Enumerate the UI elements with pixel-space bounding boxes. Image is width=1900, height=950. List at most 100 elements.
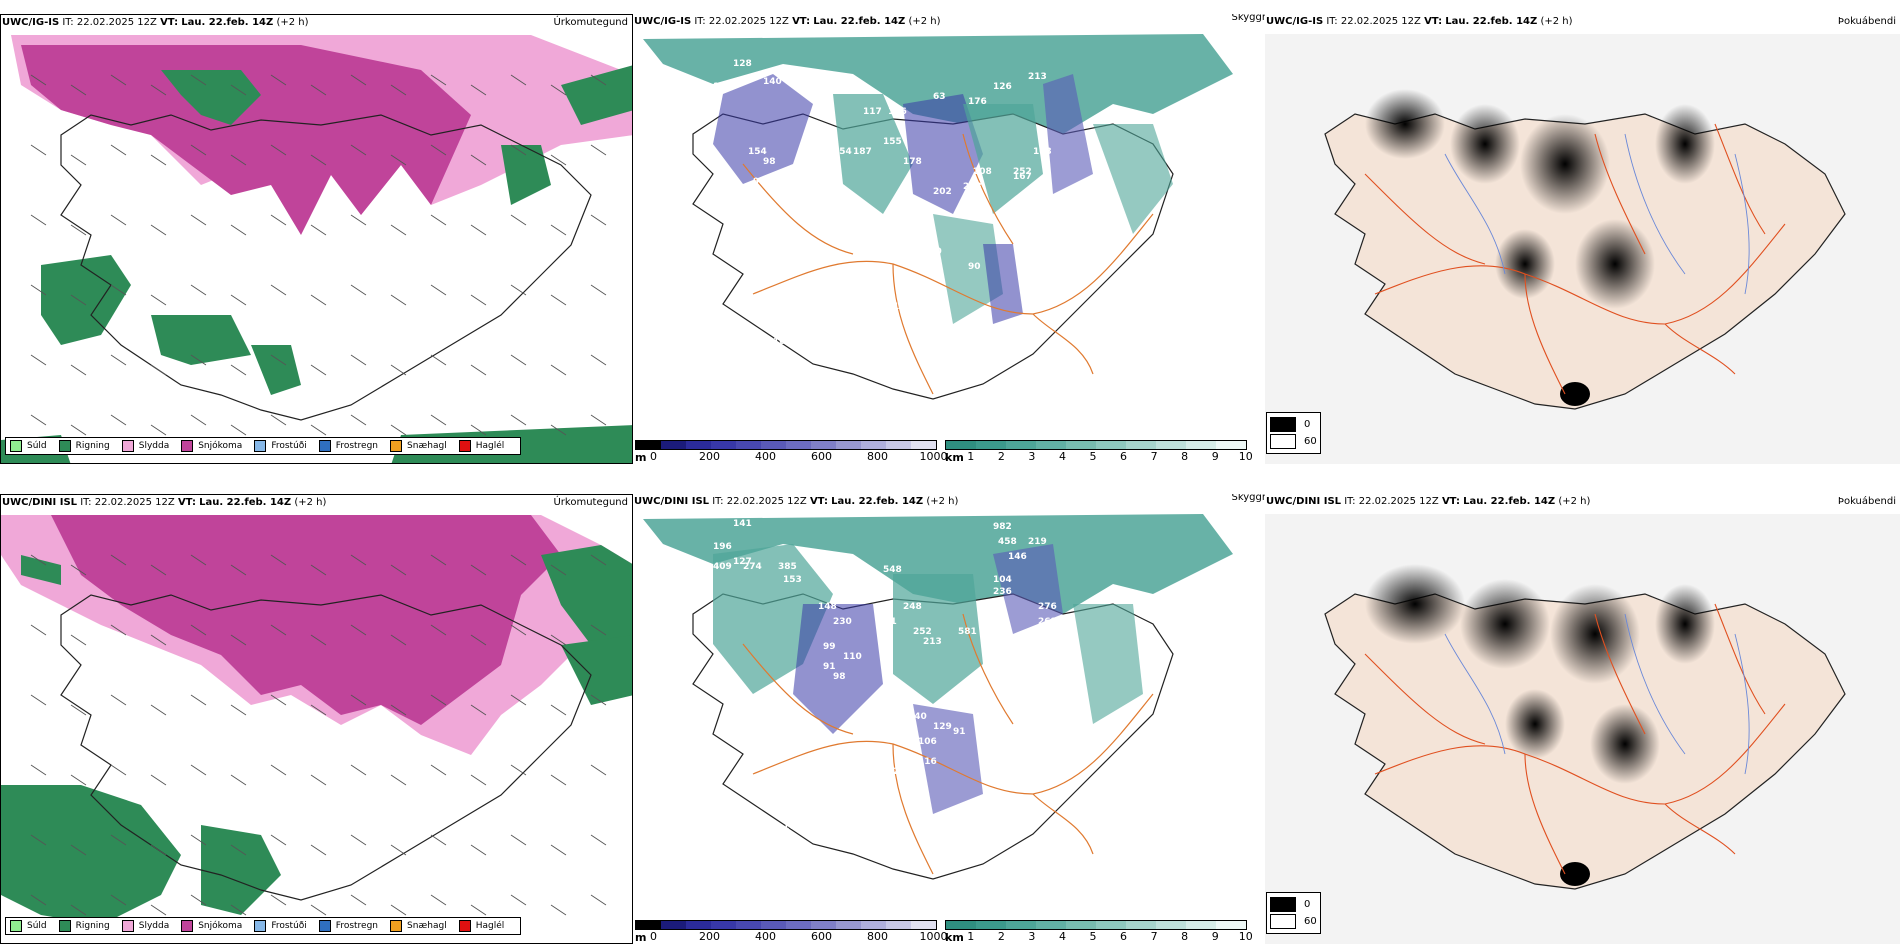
colorbar-swatch [836, 921, 861, 929]
fog-legend-top: 0 60 [1266, 412, 1321, 454]
fog-map-top [1265, 34, 1900, 464]
colorbar-tick-label: 6 [1120, 930, 1128, 943]
legend-item: Súld [10, 440, 47, 452]
colorbar-swatch [1066, 921, 1096, 929]
svg-text:106: 106 [783, 822, 802, 832]
colorbar-swatch [1156, 921, 1186, 929]
colorbar-swatch [946, 441, 976, 449]
svg-text:74: 74 [898, 397, 911, 407]
colorbar-swatch [1006, 921, 1036, 929]
fog-legend-item: 60 [1270, 433, 1317, 450]
svg-text:128: 128 [1018, 652, 1037, 662]
svg-text:180: 180 [923, 247, 942, 257]
svg-text:155: 155 [883, 137, 902, 147]
colorbar-tick-label: 1 [967, 930, 975, 943]
svg-text:184: 184 [1018, 637, 1037, 647]
svg-text:110: 110 [898, 242, 917, 252]
svg-text:409: 409 [713, 562, 732, 572]
svg-text:104: 104 [993, 575, 1012, 585]
svg-text:153: 153 [783, 575, 802, 585]
colorbar-tick-label: 400 [754, 450, 776, 463]
legend-item: Frostúði [254, 920, 307, 932]
colorbar-tick-label: 4 [1058, 930, 1066, 943]
colorbar-swatch [1066, 441, 1096, 449]
svg-text:141: 141 [733, 519, 752, 529]
svg-text:217: 217 [893, 767, 912, 777]
svg-text:156: 156 [888, 107, 907, 117]
svg-text:202: 202 [933, 187, 952, 197]
legend-item: Snæhagl [390, 920, 447, 932]
svg-text:157: 157 [973, 207, 992, 217]
fog-panel-bottom: UWC/DINI ISL IT: 22.02.2025 12Z VT: Lau.… [1265, 494, 1900, 944]
legend-item: Haglél [458, 440, 504, 452]
colorbar-swatch [1126, 921, 1156, 929]
svg-text:103: 103 [1033, 147, 1052, 157]
visibility-title-top: Skyggni [1231, 14, 1265, 23]
colorbar-swatch [911, 441, 936, 449]
precip-title-bottom: Úrkomutegund [553, 497, 628, 508]
colorbar-swatch [811, 921, 836, 929]
svg-text:146: 146 [1008, 552, 1027, 562]
visibility-colorbar-strip [945, 920, 1247, 930]
svg-text:458: 458 [998, 537, 1017, 547]
precip-legend-top: Súld Rigning Slydda Snjókoma Frostúði Fr… [5, 437, 522, 455]
colorbar-swatch [711, 921, 736, 929]
svg-text:130: 130 [823, 177, 842, 187]
colorbar-tick-label: 1 [967, 450, 975, 463]
colorbar-tick-label: 9 [1211, 450, 1219, 463]
svg-text:154: 154 [833, 147, 852, 157]
colorbar-tick-label: 0 [649, 450, 657, 463]
colorbar-tick-label: 800 [866, 450, 888, 463]
svg-text:273: 273 [963, 182, 982, 192]
svg-text:90: 90 [968, 262, 981, 272]
svg-text:230: 230 [833, 617, 852, 627]
svg-text:276: 276 [1038, 602, 1057, 612]
svg-text:199: 199 [713, 82, 732, 92]
precip-title-top: Úrkomutegund [553, 17, 628, 28]
fog-panel-top: UWC/IG-IS IT: 22.02.2025 12Z VT: Lau. 22… [1265, 14, 1900, 464]
svg-text:106: 106 [918, 737, 937, 747]
colorbar-swatch [636, 441, 661, 449]
colorbar-tick-label: 9 [1211, 930, 1219, 943]
svg-text:208: 208 [988, 672, 1007, 682]
svg-text:176: 176 [968, 97, 987, 107]
svg-text:63: 63 [933, 92, 946, 102]
colorbar-tick-label: 1000 [919, 930, 948, 943]
svg-text:548: 548 [883, 565, 902, 575]
fog-header-top: UWC/IG-IS IT: 22.02.2025 12Z VT: Lau. 22… [1266, 16, 1573, 27]
legend-item: Haglél [458, 920, 504, 932]
fog-legend-bottom: 0 60 [1266, 892, 1321, 934]
svg-text:248: 248 [903, 602, 922, 612]
svg-text:167: 167 [1013, 172, 1032, 182]
visibility-ticks: 1 2 3 4 5 6 7 8 9 10 [966, 930, 1253, 944]
svg-text:91: 91 [823, 662, 836, 672]
colorbar-tick-label: 2 [997, 930, 1005, 943]
legend-item: Slydda [121, 440, 169, 452]
colorbar-tick-label: 3 [1028, 450, 1036, 463]
colorbar-swatch [1036, 921, 1066, 929]
colorbar-tick-label: 3 [1028, 930, 1036, 943]
svg-text:252: 252 [1013, 167, 1032, 177]
precip-header-top: UWC/IG-IS IT: 22.02.2025 12Z VT: Lau. 22… [2, 17, 309, 28]
colorbar-swatch [1216, 441, 1246, 449]
ceiling-colorbar-strip [635, 920, 937, 930]
svg-text:252: 252 [913, 627, 932, 637]
svg-text:187: 187 [853, 147, 872, 157]
svg-text:148: 148 [818, 602, 837, 612]
colorbar-tick-label: 1000 [919, 450, 948, 463]
colorbar-tick-label: 600 [810, 930, 832, 943]
legend-item: Frostregn [318, 920, 378, 932]
legend-item: Snjókoma [181, 440, 242, 452]
svg-text:98: 98 [833, 672, 846, 682]
svg-text:100: 100 [813, 162, 832, 172]
svg-text:178: 178 [903, 157, 922, 167]
svg-text:126: 126 [993, 82, 1012, 92]
colorbar-swatch [1156, 441, 1186, 449]
colorbar-swatch [861, 441, 886, 449]
legend-item: Súld [10, 920, 47, 932]
colorbar-tick-label: 400 [754, 930, 776, 943]
precip-header-bottom: UWC/DINI ISL IT: 22.02.2025 12Z VT: Lau.… [2, 497, 327, 508]
colorbar-swatch [946, 921, 976, 929]
colorbar-swatch [861, 921, 886, 929]
